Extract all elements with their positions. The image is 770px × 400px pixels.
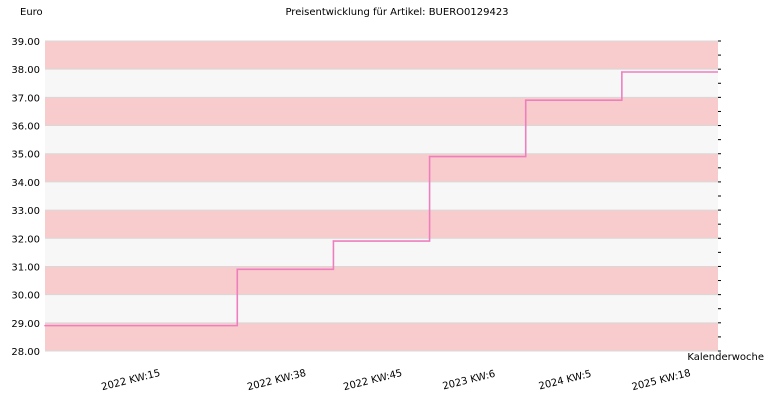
price-point	[428, 155, 431, 158]
y-tick-label: 28.00	[11, 347, 40, 358]
x-tick-label: 2023 KW:6	[442, 369, 497, 393]
price-point	[621, 71, 623, 73]
x-tick-label: 2024 KW:5	[538, 369, 593, 393]
price-step-line	[45, 71, 718, 327]
plot-band	[45, 322, 718, 351]
x-axis-label: Kalenderwoche	[687, 352, 764, 363]
y-tick-label: 37.00	[11, 93, 40, 104]
plot-band	[45, 97, 718, 126]
x-tick-label: 2022 KW:38	[246, 368, 307, 393]
price-series	[44, 71, 718, 327]
price-point	[524, 99, 527, 101]
price-point	[236, 268, 239, 271]
plot-band	[45, 41, 718, 70]
x-axis-ticks: 2022 KW:15 2022 KW:38 2022 KW:45 2023 KW:6 2…	[100, 368, 692, 393]
y-tick-label: 32.00	[11, 234, 40, 245]
price-point	[332, 240, 335, 242]
y-axis-ticks: 28.00 29.00 30.00 31.00 32.00 33.00 34.00 35.00…	[11, 37, 721, 358]
y-axis-label: Euro	[20, 7, 43, 18]
gridlines	[45, 40, 718, 352]
y-tick-label: 30.00	[11, 291, 40, 302]
x-tick-label: 2022 KW:45	[342, 368, 403, 393]
plot-band	[45, 210, 718, 239]
plot-band	[45, 181, 718, 211]
y-tick-label: 31.00	[11, 262, 40, 273]
plot-band	[45, 153, 718, 182]
y-tick-label: 36.00	[11, 122, 40, 133]
plot-band	[45, 238, 718, 267]
y-tick-label: 29.00	[11, 319, 40, 330]
y-tick-label: 34.00	[11, 178, 40, 189]
plot-band	[45, 69, 718, 98]
x-tick-label: 2025 KW:18	[631, 368, 692, 393]
plot-band	[45, 266, 718, 295]
y-tick-label: 35.00	[11, 150, 40, 161]
y-tick-label: 33.00	[11, 206, 40, 217]
price-point	[44, 324, 46, 327]
x-tick-label: 2022 KW:15	[100, 368, 161, 393]
chart-title: Preisentwicklung für Artikel: BUERO01294…	[285, 7, 508, 18]
y-tick-label: 38.00	[11, 65, 40, 76]
plot-bands	[45, 41, 718, 351]
y-tick-label: 39.00	[11, 37, 40, 48]
plot-band	[45, 125, 718, 154]
plot-band	[45, 294, 718, 323]
